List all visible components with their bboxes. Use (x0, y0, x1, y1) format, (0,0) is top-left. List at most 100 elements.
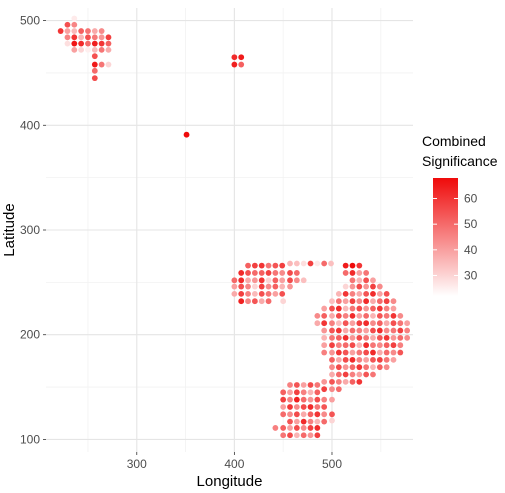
data-point (363, 270, 370, 276)
data-point (300, 404, 307, 410)
x-tick-label: 400 (224, 457, 244, 471)
data-point (98, 40, 105, 47)
legend-colorbar (433, 178, 458, 296)
data-point (279, 283, 286, 290)
data-point (383, 320, 390, 327)
data-point (342, 334, 349, 341)
data-point (71, 28, 78, 34)
data-point (342, 327, 349, 334)
data-point (335, 364, 342, 371)
data-point (363, 283, 370, 290)
data-point (335, 327, 342, 334)
data-point (280, 396, 287, 403)
data-point (105, 46, 112, 53)
data-point (287, 382, 293, 388)
data-point (335, 298, 342, 305)
data-point (272, 270, 279, 276)
data-point (71, 34, 78, 41)
data-point (349, 270, 356, 276)
data-point (321, 349, 328, 356)
data-point (321, 260, 328, 267)
data-point (376, 349, 383, 356)
data-point (321, 305, 328, 312)
data-point (329, 356, 335, 363)
data-point (287, 277, 293, 284)
data-point (321, 386, 328, 393)
data-point (356, 371, 363, 378)
data-point (238, 54, 245, 61)
data-point (363, 342, 370, 349)
data-point (307, 404, 314, 410)
data-point (349, 320, 356, 327)
data-point (231, 283, 238, 290)
data-point (335, 334, 342, 341)
data-point (370, 277, 376, 284)
data-point (383, 298, 390, 305)
data-point (85, 40, 91, 47)
data-point (258, 277, 265, 284)
y-tick-label: 300 (20, 223, 40, 237)
data-point (245, 298, 251, 305)
data-point (307, 382, 314, 388)
data-point (307, 418, 314, 425)
data-point (335, 312, 342, 319)
x-axis-title: Longitude (197, 473, 263, 490)
data-point (329, 305, 335, 312)
data-point (370, 305, 376, 312)
data-point (321, 334, 328, 341)
data-point (370, 356, 376, 363)
data-point (356, 298, 363, 305)
legend-tick-label: 60 (464, 192, 478, 206)
data-point (238, 61, 245, 68)
data-point (349, 349, 356, 356)
data-point (342, 342, 349, 349)
data-point (258, 298, 265, 305)
data-point (85, 46, 91, 53)
data-point (91, 53, 98, 60)
data-point (356, 356, 363, 363)
data-point (342, 349, 349, 356)
data-point (280, 404, 287, 410)
data-point (293, 396, 300, 403)
data-point (91, 67, 98, 74)
data-point (293, 270, 300, 276)
data-point (265, 270, 272, 276)
data-point (78, 40, 85, 47)
data-point (98, 28, 105, 34)
data-point (105, 40, 112, 47)
data-point (390, 327, 397, 334)
data-point (258, 283, 265, 290)
data-point (307, 260, 314, 267)
data-point (370, 312, 376, 319)
data-point (370, 371, 376, 378)
legend: Combined Significance 30 40 50 60 (422, 133, 498, 296)
data-point (376, 290, 383, 297)
legend-ticks: 30 40 50 60 (433, 192, 478, 282)
data-point (314, 418, 321, 425)
data-point (91, 75, 98, 82)
data-point (280, 425, 287, 431)
data-point (356, 327, 363, 334)
y-tick-label: 100 (20, 432, 40, 446)
data-point (356, 312, 363, 319)
data-point (397, 320, 404, 327)
data-point (231, 277, 238, 284)
data-point (314, 404, 321, 410)
data-point (307, 411, 314, 418)
data-point (300, 277, 307, 284)
data-point (363, 312, 370, 319)
data-point (383, 349, 390, 356)
data-point (349, 364, 356, 371)
data-point (272, 425, 279, 431)
data-point (335, 342, 342, 349)
data-point (64, 28, 71, 34)
data-point (300, 411, 307, 418)
data-point (321, 418, 328, 425)
data-point (356, 364, 363, 371)
data-point (376, 298, 383, 305)
data-point (376, 364, 383, 371)
data-point (272, 283, 279, 290)
data-point (383, 312, 390, 319)
data-point (376, 342, 383, 349)
